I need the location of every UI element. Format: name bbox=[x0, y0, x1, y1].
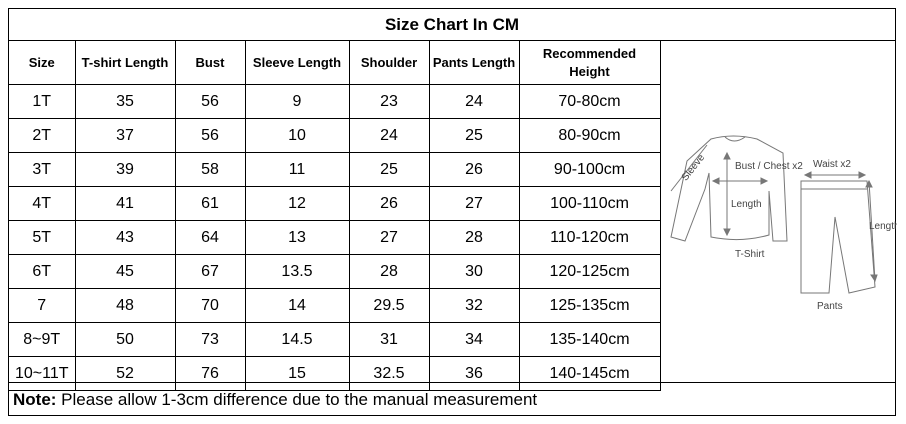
table-row: 3T 39 58 11 25 26 90-100cm bbox=[9, 152, 661, 187]
table-cell: 90-100cm bbox=[518, 152, 661, 187]
column-header: T-shirt Length bbox=[74, 41, 176, 85]
table-cell: 28 bbox=[428, 220, 520, 255]
table-cell: 56 bbox=[174, 84, 246, 119]
table-cell: 58 bbox=[174, 152, 246, 187]
column-header: Shoulder bbox=[348, 41, 430, 85]
table-cell: 70 bbox=[174, 288, 246, 323]
measurement-diagram: Sleeve Bust / Chest x2 Length T-Shirt Wa… bbox=[661, 41, 900, 383]
table-cell: 135-140cm bbox=[518, 322, 661, 357]
column-header: Sleeve Length bbox=[244, 41, 350, 85]
table-cell: 4T bbox=[9, 186, 76, 221]
table-cell: 43 bbox=[74, 220, 176, 255]
waist-label: Waist x2 bbox=[813, 159, 851, 170]
table-cell: 27 bbox=[348, 220, 430, 255]
table-row: 1T 35 56 9 23 24 70-80cm bbox=[9, 84, 661, 119]
table-cell: 12 bbox=[244, 186, 350, 221]
table-cell: 2T bbox=[9, 118, 76, 153]
table-cell: 27 bbox=[428, 186, 520, 221]
table-cell: 30 bbox=[428, 254, 520, 289]
table-cell: 7 bbox=[9, 288, 76, 323]
bust-label: Bust / Chest x2 bbox=[735, 161, 803, 172]
table-cell: 76 bbox=[174, 356, 246, 391]
table-cell: 45 bbox=[74, 254, 176, 289]
table-cell: 100-110cm bbox=[518, 186, 661, 221]
table-cell: 10~11T bbox=[9, 356, 76, 391]
table-cell: 6T bbox=[9, 254, 76, 289]
table-cell: 13 bbox=[244, 220, 350, 255]
table-row: 4T 41 61 12 26 27 100-110cm bbox=[9, 186, 661, 221]
table-cell: 3T bbox=[9, 152, 76, 187]
table-cell: 32.5 bbox=[348, 356, 430, 391]
table-cell: 1T bbox=[9, 84, 76, 119]
table-cell: 125-135cm bbox=[518, 288, 661, 323]
table-cell: 41 bbox=[74, 186, 176, 221]
table-cell: 28 bbox=[348, 254, 430, 289]
table-cell: 50 bbox=[74, 322, 176, 357]
table-row: 8~9T 50 73 14.5 31 34 135-140cm bbox=[9, 322, 661, 357]
pants-length-label: Length bbox=[869, 221, 897, 232]
size-table: Size T-shirt Length Bust Sleeve Length Shoul… bbox=[9, 41, 661, 391]
pants-outline bbox=[800, 180, 876, 294]
table-cell: 14.5 bbox=[244, 322, 350, 357]
table-row: 10~11T 52 76 15 32.5 36 140-145cm bbox=[9, 356, 661, 391]
table-row: 2T 37 56 10 24 25 80-90cm bbox=[9, 118, 661, 153]
table-cell: 48 bbox=[74, 288, 176, 323]
table-cell: 24 bbox=[348, 118, 430, 153]
table-cell: 26 bbox=[348, 186, 430, 221]
column-header: Bust bbox=[174, 41, 246, 85]
table-cell: 10 bbox=[244, 118, 350, 153]
table-cell: 15 bbox=[244, 356, 350, 391]
table-cell: 35 bbox=[74, 84, 176, 119]
chart-title: Size Chart In CM bbox=[9, 9, 895, 41]
table-body: 1T 35 56 9 23 24 70-80cm 2T 37 56 10 24 25 80-90cm 3T 3… bbox=[9, 84, 661, 391]
table-row: 6T 45 67 13.5 28 30 120-125cm bbox=[9, 254, 661, 289]
table-cell: 34 bbox=[428, 322, 520, 357]
note-text: Please allow 1-3cm difference due to the… bbox=[56, 390, 538, 409]
tshirt-outline bbox=[670, 135, 788, 242]
table-cell: 24 bbox=[428, 84, 520, 119]
pants-label: Pants bbox=[817, 301, 843, 312]
table-cell: 9 bbox=[244, 84, 350, 119]
table-cell: 120-125cm bbox=[518, 254, 661, 289]
table-cell: 56 bbox=[174, 118, 246, 153]
tshirt-label: T-Shirt bbox=[735, 249, 765, 260]
table-cell: 23 bbox=[348, 84, 430, 119]
sleeve-label: Sleeve bbox=[680, 152, 708, 183]
table-cell: 64 bbox=[174, 220, 246, 255]
shirt-length-label: Length bbox=[731, 199, 762, 210]
column-header: Recommended Height bbox=[518, 41, 661, 85]
table-cell: 39 bbox=[74, 152, 176, 187]
table-cell: 31 bbox=[348, 322, 430, 357]
note-label: Note: bbox=[13, 390, 57, 409]
table-cell: 140-145cm bbox=[518, 356, 661, 391]
table-row: 5T 43 64 13 27 28 110-120cm bbox=[9, 220, 661, 255]
table-row: 7 48 70 14 29.5 32 125-135cm bbox=[9, 288, 661, 323]
table-cell: 8~9T bbox=[9, 322, 76, 357]
table-cell: 25 bbox=[348, 152, 430, 187]
column-header: Size bbox=[9, 41, 76, 85]
table-cell: 13.5 bbox=[244, 254, 350, 289]
table-cell: 32 bbox=[428, 288, 520, 323]
table-cell: 37 bbox=[74, 118, 176, 153]
table-cell: 110-120cm bbox=[518, 220, 661, 255]
table-cell: 11 bbox=[244, 152, 350, 187]
table-cell: 14 bbox=[244, 288, 350, 323]
column-header: Pants Length bbox=[428, 41, 520, 85]
table-cell: 73 bbox=[174, 322, 246, 357]
table-cell: 5T bbox=[9, 220, 76, 255]
table-cell: 52 bbox=[74, 356, 176, 391]
table-header-row: Size T-shirt Length Bust Sleeve Length Shoul… bbox=[9, 41, 661, 85]
table-cell: 29.5 bbox=[348, 288, 430, 323]
table-cell: 80-90cm bbox=[518, 118, 661, 153]
table-cell: 70-80cm bbox=[518, 84, 661, 119]
note-bar: Note: Please allow 1-3cm difference due … bbox=[9, 382, 895, 415]
table-cell: 25 bbox=[428, 118, 520, 153]
table-cell: 61 bbox=[174, 186, 246, 221]
table-cell: 26 bbox=[428, 152, 520, 187]
garment-illustration: Sleeve Bust / Chest x2 Length T-Shirt Wa… bbox=[670, 135, 900, 312]
size-chart: Size Chart In CM Size T-shirt Length Bust S… bbox=[8, 8, 900, 416]
table-cell: 67 bbox=[174, 254, 246, 289]
